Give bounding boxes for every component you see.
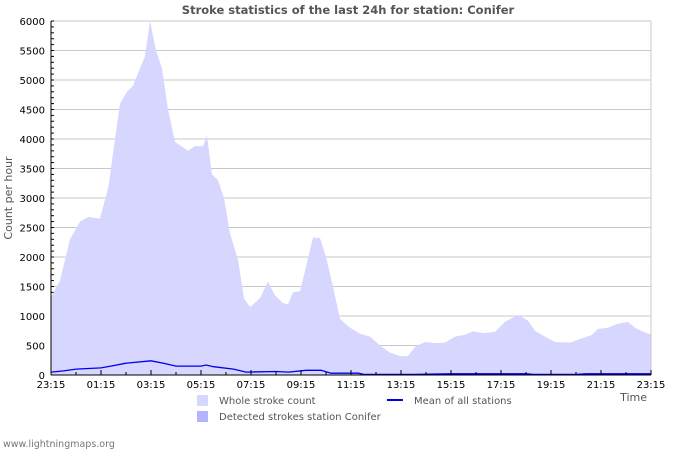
x-tick-label: 21:15 bbox=[587, 380, 616, 391]
legend-label: Detected strokes station Conifer bbox=[219, 412, 382, 423]
y-tick-label: 1500 bbox=[20, 283, 45, 294]
x-tick-label: 09:15 bbox=[287, 380, 316, 391]
x-tick-label: 23:15 bbox=[37, 380, 66, 391]
x-tick-label: 03:15 bbox=[137, 380, 166, 391]
x-tick-label: 13:15 bbox=[387, 380, 416, 391]
y-tick-label: 5000 bbox=[20, 76, 45, 87]
y-tick-label: 6000 bbox=[20, 17, 45, 28]
series-area-whole-stroke-count bbox=[51, 21, 651, 375]
y-tick-label: 0 bbox=[39, 371, 45, 382]
legend-item: Detected strokes station Conifer bbox=[197, 411, 382, 423]
y-tick-label: 4500 bbox=[20, 106, 45, 117]
y-tick-label: 3500 bbox=[20, 165, 45, 176]
y-tick-label: 500 bbox=[26, 342, 45, 353]
x-axis-label: Time bbox=[619, 391, 647, 404]
legend-label: Whole stroke count bbox=[219, 396, 316, 407]
x-tick-label: 01:15 bbox=[87, 380, 116, 391]
legend-swatch bbox=[197, 411, 208, 422]
series-line-mean-of-all-stations bbox=[50, 360, 651, 376]
legend-label: Mean of all stations bbox=[414, 396, 512, 407]
x-tick-label: 07:15 bbox=[237, 380, 266, 391]
chart-title: Stroke statistics of the last 24h for st… bbox=[182, 3, 515, 17]
x-tick-label: 05:15 bbox=[187, 380, 216, 391]
legend-item: Whole stroke count bbox=[197, 395, 316, 407]
x-tick-label: 11:15 bbox=[337, 380, 366, 391]
y-tick-label: 1000 bbox=[20, 312, 45, 323]
y-tick-label: 2000 bbox=[20, 253, 45, 264]
y-tick-label: 2500 bbox=[20, 224, 45, 235]
x-tick-label: 23:15 bbox=[637, 380, 666, 391]
y-tick-label: 4000 bbox=[20, 135, 45, 146]
legend-item: Mean of all stations bbox=[387, 396, 512, 407]
credit-text: www.lightningmaps.org bbox=[3, 439, 115, 450]
y-tick-label: 5500 bbox=[20, 47, 45, 58]
y-axis-label: Count per hour bbox=[2, 156, 15, 240]
x-tick-label: 17:15 bbox=[487, 380, 516, 391]
legend-swatch bbox=[197, 395, 208, 406]
x-tick-label: 15:15 bbox=[437, 380, 466, 391]
y-tick-label: 3000 bbox=[20, 194, 45, 205]
x-tick-label: 19:15 bbox=[537, 380, 566, 391]
